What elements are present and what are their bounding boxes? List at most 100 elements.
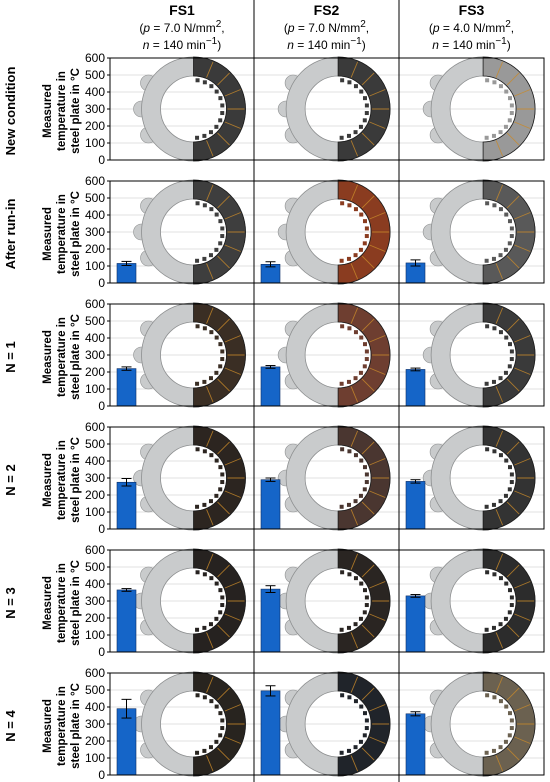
lining-groove [514, 367, 531, 375]
lining-groove [506, 564, 520, 578]
lining-groove [206, 386, 214, 403]
inner-tooth [509, 349, 514, 354]
y-tick-label: 200 [85, 365, 105, 379]
inner-tooth [220, 349, 225, 354]
lining-groove [514, 212, 531, 220]
inner-tooth [503, 124, 508, 129]
lining-groove [350, 553, 359, 570]
inner-tooth [202, 695, 207, 700]
y-tick-label: 400 [85, 208, 105, 222]
inner-tooth [353, 253, 358, 258]
inner-tooth [364, 234, 369, 239]
inner-tooth [347, 80, 352, 85]
inner-tooth [353, 745, 358, 750]
data-bar [405, 369, 426, 407]
friction-lining [482, 179, 536, 285]
inner-tooth [339, 258, 344, 263]
lining-groove [350, 755, 359, 772]
lining-groove [361, 378, 375, 392]
lining-groove [369, 458, 386, 466]
inner-tooth [492, 80, 497, 85]
y-tick-label: 600 [85, 174, 105, 188]
inner-tooth [353, 499, 358, 504]
lining-groove [514, 704, 531, 712]
column-header-fs3: FS3 (p = 4.0 N/mm2, n = 140 min−1) [399, 2, 544, 52]
inner-tooth [209, 699, 214, 704]
inner-tooth [202, 748, 207, 753]
inner-tooth [507, 610, 512, 615]
inner-tooth [362, 610, 367, 615]
panel-fs3-0 [398, 56, 545, 162]
inner-tooth [504, 335, 509, 340]
inner-tooth [220, 595, 225, 600]
pressure-label: (p = 4.0 N/mm2, [428, 19, 515, 35]
lining-groove [514, 581, 531, 589]
inner-tooth [491, 379, 496, 384]
lining-groove [495, 263, 504, 280]
y-tick-label: 500 [85, 560, 105, 574]
inner-tooth [503, 247, 508, 252]
column-title: FS2 [313, 2, 340, 18]
lining-groove [350, 386, 359, 403]
friction-lining [193, 425, 246, 531]
lining-groove [206, 184, 214, 201]
lining-groove [361, 624, 375, 638]
plot-frame [398, 672, 545, 776]
panel-fs2-3 [253, 425, 400, 531]
panel-fs3-5 [398, 671, 545, 777]
y-axis-title: Measured [42, 699, 54, 753]
data-bar [405, 713, 426, 776]
inner-tooth [484, 504, 489, 509]
inner-tooth [492, 203, 497, 208]
y-tick-label: 500 [85, 437, 105, 451]
inner-tooth [503, 739, 508, 744]
inner-tooth [498, 745, 503, 750]
inner-tooth [195, 504, 200, 509]
y-tick-label: 0 [98, 276, 105, 290]
inner-tooth [220, 226, 225, 231]
lining-groove [217, 195, 230, 209]
inner-tooth [362, 342, 367, 347]
y-tick-label: 200 [85, 734, 105, 748]
lining-groove [217, 747, 230, 761]
inner-tooth [362, 96, 367, 101]
inner-tooth [220, 357, 225, 362]
inner-tooth [498, 253, 503, 258]
y-tick-label: 400 [85, 454, 105, 468]
inner-tooth [202, 203, 207, 208]
inner-tooth [195, 750, 200, 755]
inner-tooth [358, 124, 363, 129]
speed-label: n = 140 min−1) [287, 36, 366, 52]
lining-groove [361, 501, 375, 515]
inner-tooth [202, 625, 207, 630]
inner-tooth [353, 376, 358, 381]
inner-tooth [202, 256, 207, 261]
lining-groove [369, 490, 386, 498]
inner-tooth [347, 572, 352, 577]
column-title: FS3 [458, 2, 485, 18]
friction-lining [482, 56, 536, 162]
inner-tooth [507, 241, 512, 246]
inner-tooth [503, 493, 508, 498]
inner-tooth [195, 381, 200, 386]
inner-tooth [364, 349, 369, 354]
y-tick-label: 600 [85, 543, 105, 557]
y-tick-label: 600 [85, 297, 105, 311]
inner-tooth [218, 588, 223, 593]
y-tick-label: 200 [85, 488, 105, 502]
inner-tooth [507, 711, 512, 716]
lining-groove [350, 263, 359, 280]
friction-lining [337, 302, 391, 408]
inner-tooth [346, 256, 351, 261]
inner-tooth [214, 704, 219, 709]
inner-tooth [218, 219, 223, 224]
lining-groove [217, 378, 230, 392]
inner-tooth [362, 733, 367, 738]
inner-tooth [347, 326, 352, 331]
inner-tooth [509, 726, 514, 731]
inner-tooth [362, 118, 367, 123]
friction-lining [193, 56, 246, 162]
y-tick-label: 100 [85, 505, 105, 519]
lining-groove [224, 581, 241, 589]
